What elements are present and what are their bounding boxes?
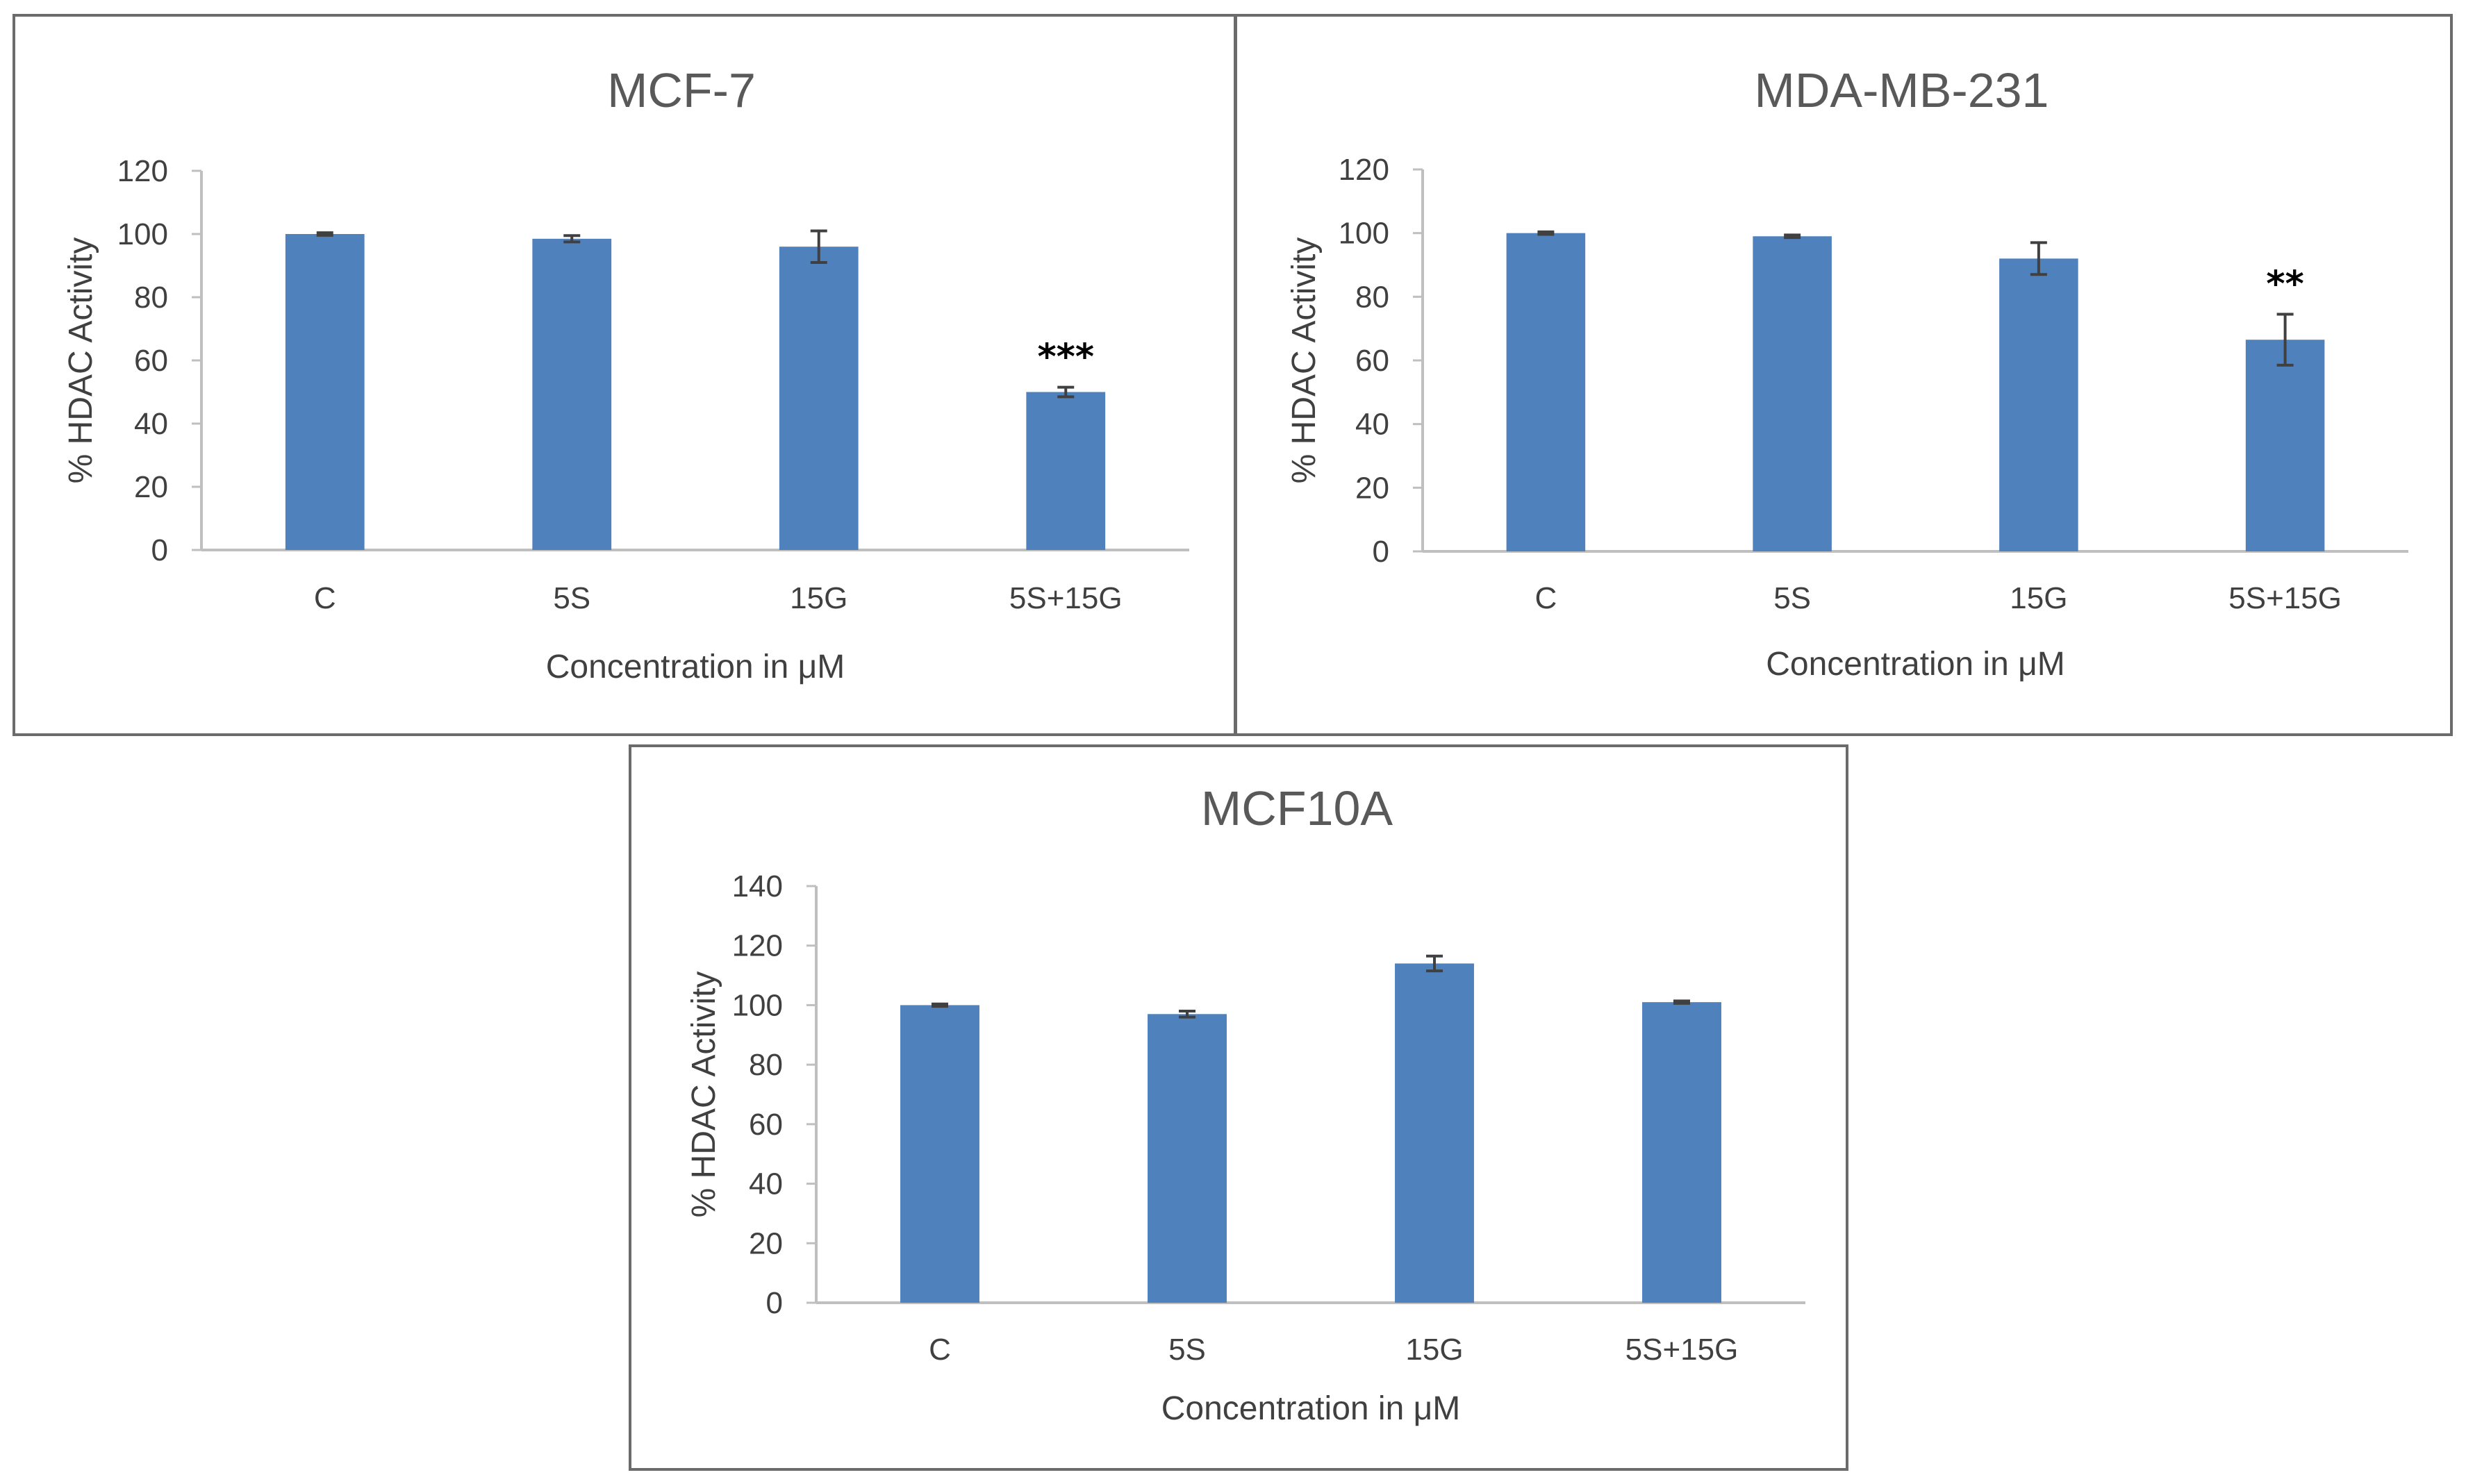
x-tick-label: 5S (1773, 581, 1811, 615)
bar-15g (779, 247, 859, 550)
chart-title: MDA-MB-231 (1755, 63, 2049, 117)
x-tick-label: 15G (2010, 581, 2067, 615)
y-tick-label: 0 (766, 1286, 783, 1320)
y-tick-label: 0 (1373, 535, 1389, 569)
y-tick-label: 120 (117, 154, 168, 188)
y-tick-label: 60 (1355, 344, 1389, 378)
y-axis-title: % HDAC Activity (63, 237, 99, 484)
chart-title: MCF-7 (607, 63, 756, 117)
y-tick-label: 100 (117, 217, 168, 251)
x-tick-label: 5S+15G (1009, 581, 1123, 615)
y-tick-label: 40 (749, 1167, 783, 1201)
y-axis-title: % HDAC Activity (686, 972, 722, 1218)
chart-svg-mcf-7: MCF-7 0 20 40 60 80 100 120 C 5S 15G *** 5S+15G Conce… (63, 63, 1189, 685)
significance-marker: ** (2266, 264, 2303, 306)
bar-5s-15g (1642, 1002, 1721, 1303)
bar-c (285, 234, 365, 550)
x-tick-label: 15G (1405, 1333, 1463, 1367)
bar-15g (1395, 963, 1474, 1303)
chart-panel-mda-mb-231: MDA-MB-231 0 20 40 60 80 100 120 C 5S 15G ** 5S+15G C… (1234, 14, 2453, 736)
x-axis-title: Concentration in μM (1766, 646, 2065, 683)
x-tick-label: C (1534, 581, 1557, 615)
y-tick-label: 20 (1355, 471, 1389, 505)
chart-title: MCF10A (1201, 781, 1393, 835)
x-tick-label: C (314, 581, 336, 615)
y-tick-label: 80 (749, 1048, 783, 1082)
bar-15g (1999, 258, 2078, 551)
y-tick-label: 120 (1339, 153, 1389, 187)
x-axis-title: Concentration in μM (546, 649, 845, 685)
bar-5s (532, 238, 612, 550)
x-tick-label: 15G (790, 581, 847, 615)
x-tick-label: 5S+15G (1625, 1333, 1739, 1367)
y-axis-title: % HDAC Activity (1286, 237, 1323, 484)
chart-panel-mcf10a: MCF10A 0 20 40 60 80 100 120 140 C 5S 15G 5S+15G Conc… (629, 744, 1848, 1471)
y-tick-label: 60 (749, 1108, 783, 1142)
y-tick-label: 40 (134, 407, 168, 441)
bar-5s-15g (1026, 392, 1106, 550)
chart-svg-mda-mb-231: MDA-MB-231 0 20 40 60 80 100 120 C 5S 15G ** 5S+15G C… (1286, 63, 2408, 683)
y-tick-label: 100 (1339, 217, 1389, 251)
y-tick-label: 20 (749, 1226, 783, 1260)
x-tick-label: C (929, 1333, 951, 1367)
x-tick-label: 5S (1168, 1333, 1206, 1367)
x-tick-label: 5S (553, 581, 590, 615)
y-tick-label: 80 (1355, 280, 1389, 314)
bar-c (1506, 233, 1586, 551)
bar-c (900, 1005, 979, 1303)
chart-panel-mcf-7: MCF-7 0 20 40 60 80 100 120 C 5S 15G *** 5S+15G Conce… (13, 14, 1236, 736)
y-tick-label: 40 (1355, 408, 1389, 442)
y-tick-label: 0 (151, 533, 168, 567)
y-tick-label: 140 (732, 869, 783, 903)
y-tick-label: 120 (732, 929, 783, 963)
bar-5s-15g (2245, 340, 2325, 551)
y-tick-label: 60 (134, 344, 168, 378)
y-tick-label: 20 (134, 470, 168, 504)
x-tick-label: 5S+15G (2228, 581, 2342, 615)
bar-5s (1148, 1014, 1227, 1303)
x-axis-title: Concentration in μM (1161, 1390, 1461, 1427)
y-tick-label: 100 (732, 988, 783, 1022)
chart-svg-mcf10a: MCF10A 0 20 40 60 80 100 120 140 C 5S 15G 5S+15G Conc… (686, 781, 1805, 1427)
y-tick-label: 80 (134, 281, 168, 315)
significance-marker: *** (1037, 337, 1094, 378)
bar-5s (1753, 236, 1832, 551)
